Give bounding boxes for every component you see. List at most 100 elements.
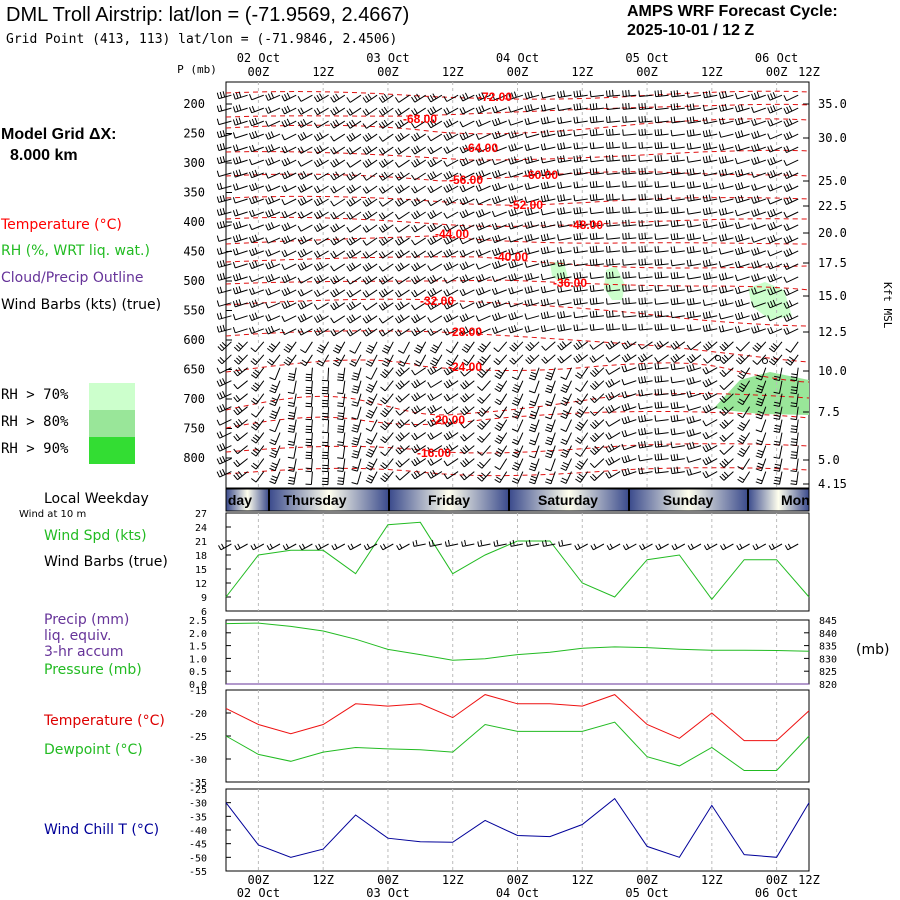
wind-barb xyxy=(475,92,491,101)
bottom-date-label: 02 Oct xyxy=(237,886,280,900)
model-grid-label: Model Grid ΔX: xyxy=(1,126,117,143)
wind-barb xyxy=(734,234,750,243)
wind-barb xyxy=(330,198,346,207)
wind-barb xyxy=(670,116,685,124)
wind-barb xyxy=(351,406,362,420)
wind-barb xyxy=(540,233,556,242)
wind-barb xyxy=(351,458,362,472)
surface-wind-barb xyxy=(558,539,572,547)
wind-barb xyxy=(297,211,313,219)
wind-barb xyxy=(346,328,362,337)
wind-barb xyxy=(686,273,702,280)
wind-barb xyxy=(511,393,524,406)
wind-barb xyxy=(545,419,556,433)
wind-barb xyxy=(573,168,588,176)
wind-barb xyxy=(346,107,362,116)
wind-barb xyxy=(321,380,330,395)
wind-chill-tick-label: -25 xyxy=(189,785,207,796)
temperature-contour-label: -28.00 xyxy=(448,325,482,339)
wind-barb xyxy=(575,393,589,405)
wind-barb xyxy=(427,469,443,479)
wind-barb xyxy=(365,406,378,419)
wind-barb xyxy=(751,236,766,243)
wind-barb xyxy=(297,224,313,232)
rh-70-label: RH > 70% xyxy=(1,387,69,403)
wind-barb xyxy=(265,157,281,166)
wind-barb xyxy=(233,341,248,352)
wind-barb xyxy=(654,323,669,331)
wind-barb xyxy=(751,301,766,308)
wind-barb xyxy=(654,354,669,363)
wind-barb xyxy=(413,354,427,367)
wind-barb xyxy=(346,94,362,103)
wind-barb xyxy=(491,195,507,205)
bottom-hour-label: 00Z xyxy=(766,873,788,887)
weekday-label: Saturday xyxy=(538,492,598,508)
wind-barb xyxy=(287,393,297,407)
bottom-hour-label: 00Z xyxy=(636,873,658,887)
wind-barb xyxy=(459,237,475,245)
wind-barb xyxy=(719,354,734,364)
wind-barb xyxy=(249,105,264,114)
wind-barb xyxy=(670,353,686,363)
wind-barb xyxy=(560,406,572,419)
wind-barb xyxy=(557,234,572,241)
wind-barb xyxy=(768,354,783,366)
wind-barb xyxy=(557,220,572,228)
wind-barb xyxy=(269,458,281,472)
wind-barb xyxy=(540,286,556,294)
wind-barb xyxy=(394,132,410,142)
wind-barb xyxy=(395,471,410,481)
wind-barb xyxy=(265,249,281,257)
rh-90-swatch xyxy=(89,437,135,464)
bottom-date-label: 04 Oct xyxy=(496,886,539,900)
wind-barb xyxy=(491,287,507,295)
wind-barb xyxy=(638,232,653,240)
wind-speed-line xyxy=(225,521,810,601)
wind-barb xyxy=(557,207,572,215)
precip-accum-label: 3-hr accum xyxy=(44,644,124,660)
wind-barb xyxy=(638,440,653,449)
wind-barb xyxy=(573,259,588,267)
wind-barb xyxy=(321,471,330,486)
wind-barb xyxy=(702,431,718,440)
wind-barb xyxy=(394,197,410,207)
wind-barb xyxy=(686,428,702,437)
temperature-contour xyxy=(225,256,810,269)
top-hour-label: 12Z xyxy=(798,65,820,79)
bottom-hour-label: 12Z xyxy=(312,873,334,887)
wind-barb xyxy=(365,354,378,367)
wind-barb xyxy=(411,457,426,467)
wind-barb xyxy=(773,367,783,381)
rh-80-label: RH > 80% xyxy=(1,414,69,430)
wind-barb xyxy=(540,208,556,216)
wind-barb xyxy=(686,298,702,306)
wind-barb xyxy=(305,380,313,395)
wind-barb xyxy=(380,367,394,379)
top-date-label: 05 Oct xyxy=(625,51,668,65)
wind-barb xyxy=(443,170,459,180)
wind-barb xyxy=(281,198,297,206)
surface-wind-barb xyxy=(331,543,346,551)
wind-barb xyxy=(459,184,475,193)
wind-barb xyxy=(605,471,621,479)
wind-barb xyxy=(606,310,621,318)
temperature-contour-label: -36.00 xyxy=(553,276,587,290)
wind-barb xyxy=(540,325,556,333)
wind-barb xyxy=(686,220,702,228)
wind-barb xyxy=(413,341,427,354)
wind-barb xyxy=(378,93,394,103)
surface-wind-barb xyxy=(315,543,329,551)
wind-barb xyxy=(622,245,637,253)
wind-barb xyxy=(394,211,410,220)
wind-barb xyxy=(734,157,750,165)
wind-barb xyxy=(734,195,750,204)
wind-barb xyxy=(670,103,685,111)
wind-barb xyxy=(545,406,556,420)
wind-barb xyxy=(622,219,637,227)
temperature-contour xyxy=(225,410,810,429)
temperature-panel-frame xyxy=(225,689,810,783)
wind-barb xyxy=(557,285,572,293)
wind-barb xyxy=(411,262,426,272)
wind-barb xyxy=(686,468,702,476)
